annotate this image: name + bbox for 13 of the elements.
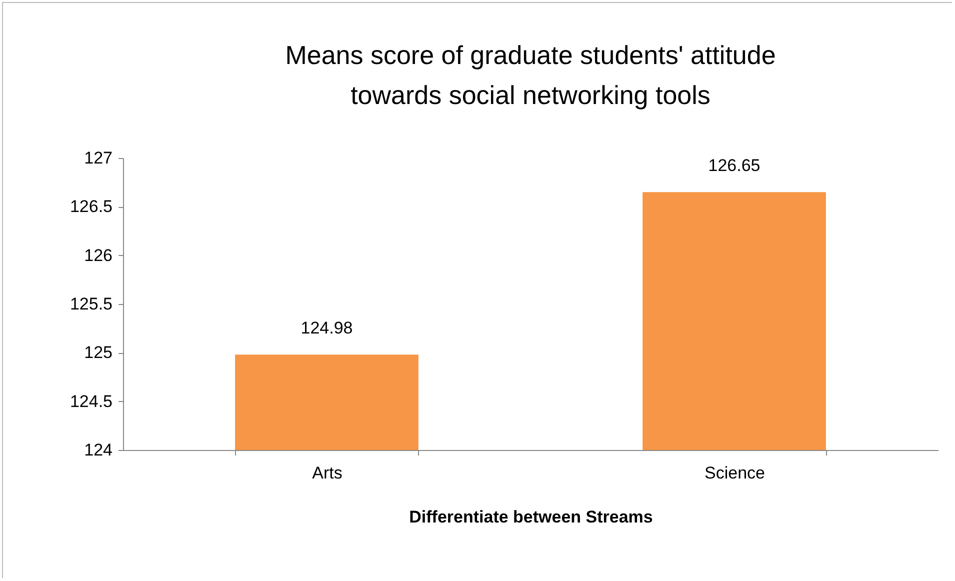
data-label: 124.98 xyxy=(300,318,353,338)
y-tick-label: 126 xyxy=(84,246,112,265)
y-tick-label: 125 xyxy=(84,343,112,362)
x-axis-title: Differentiate between Streams xyxy=(409,508,653,526)
y-tick-label: 124 xyxy=(84,440,112,460)
y-tick-label: 124.5 xyxy=(70,392,112,411)
y-tick-label: 127 xyxy=(84,148,112,168)
y-tick-label: 126.5 xyxy=(70,197,112,216)
data-label: 126.65 xyxy=(708,156,760,176)
x-tick-label: Arts xyxy=(312,464,342,482)
x-tick-label: Science xyxy=(704,464,765,482)
chart-title: Means score of graduate students' attitude towards social networking tools xyxy=(285,40,776,110)
y-tick-label: 125.5 xyxy=(70,294,112,314)
